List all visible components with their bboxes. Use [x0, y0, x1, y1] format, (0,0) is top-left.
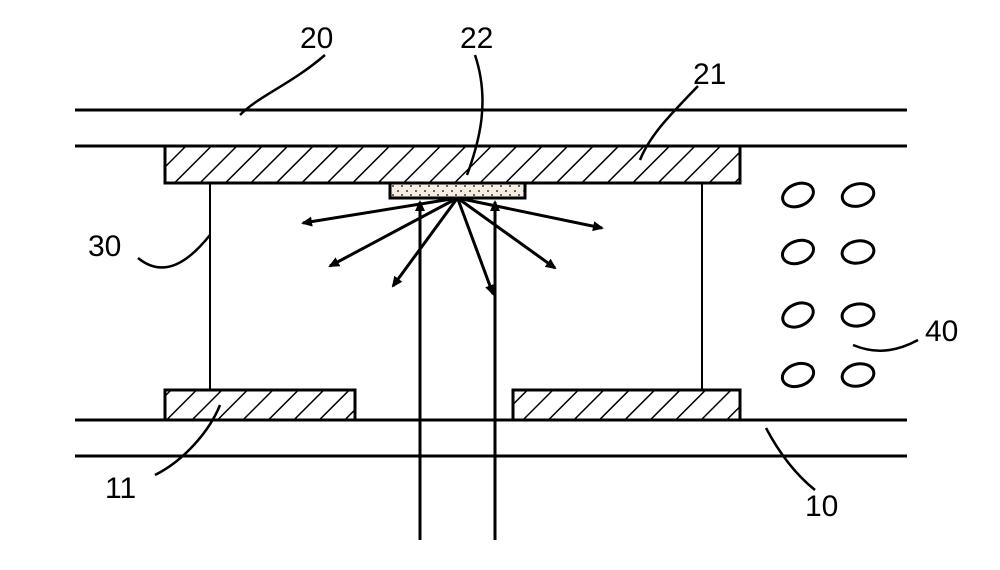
diagram-svg	[0, 0, 1000, 570]
callout-30: 30	[88, 230, 121, 264]
callout-40: 40	[925, 315, 958, 349]
callout-10: 10	[805, 490, 838, 524]
callout-22: 22	[460, 22, 493, 56]
callout-11: 11	[105, 472, 136, 506]
callout-20: 20	[300, 22, 333, 56]
diagram-canvas: 20 22 21 30 40 11 10	[0, 0, 1000, 570]
callout-21: 21	[693, 58, 726, 92]
